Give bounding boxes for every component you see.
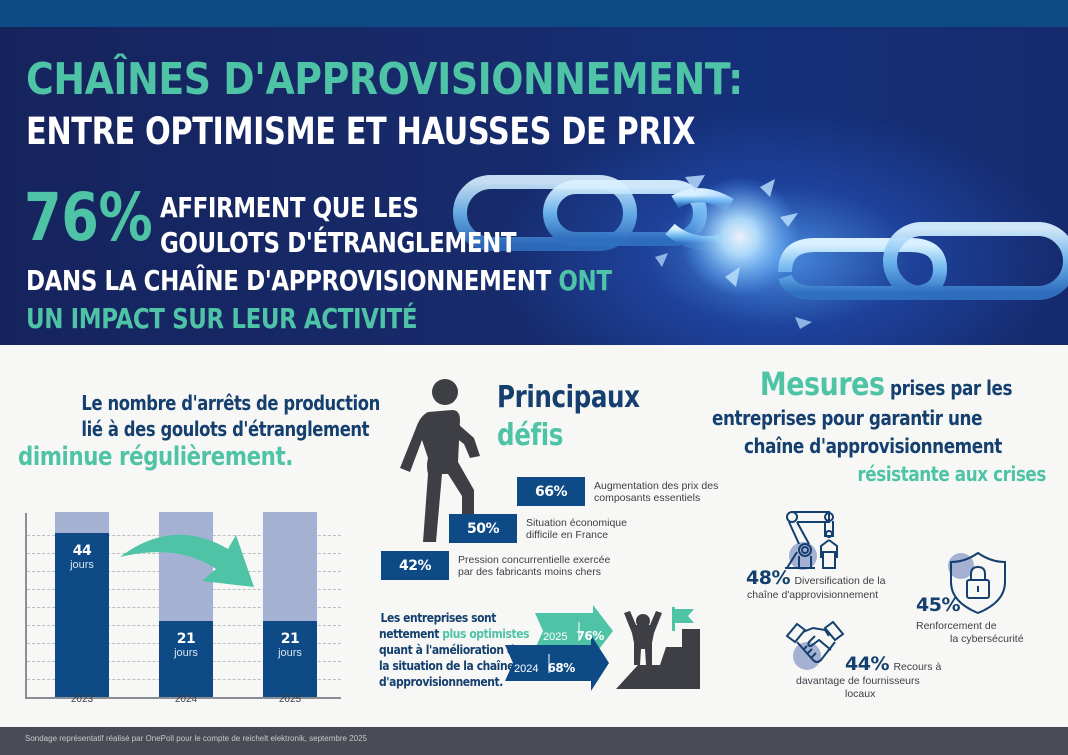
- measure-label: davantage de fournisseurs: [796, 675, 920, 687]
- heading-line: lié à des goulots d'étranglement: [81, 417, 370, 441]
- top-strip: [0, 0, 1068, 27]
- label-line: Situation économique: [526, 516, 627, 529]
- main-title: CHAÎNES D'APPROVISIONNEMENT:: [26, 54, 743, 105]
- measure-value: 48%: [746, 567, 790, 589]
- heading-line: Mesures prises par les: [747, 368, 1026, 404]
- bar-unit: jours: [174, 647, 198, 659]
- bar-2023: 44 jours: [55, 512, 109, 697]
- measure-label: Renforcement de: [916, 620, 997, 632]
- bar-2025: 21 jours: [263, 512, 317, 697]
- broken-chain-icon: [453, 175, 1068, 329]
- x-tick-label: 2024: [174, 694, 198, 705]
- optimism-2025: 2025 76%: [543, 629, 604, 643]
- challenges-title-highlight: défis: [497, 418, 564, 453]
- measure-value: 44%: [845, 653, 889, 675]
- measure-label: locaux: [845, 688, 876, 700]
- bar-fill: 21 jours: [159, 621, 213, 697]
- headline-text-white: DANS LA CHAÎNE D'APPROVISIONNEMENT: [26, 264, 551, 297]
- bar-value: 44: [72, 543, 92, 559]
- measure-label: chaîne d'approvisionnement: [747, 589, 879, 601]
- bar-fill: 21 jours: [263, 621, 317, 697]
- y-axis: [25, 513, 27, 698]
- bar-fill: 44 jours: [55, 533, 109, 697]
- headline-stat-text-1: AFFIRMENT QUE LES: [160, 191, 419, 224]
- production-stops-heading: Le nombre d'arrêts de production lié à d…: [18, 390, 380, 472]
- label-line: par des fabricants moins chers: [458, 565, 601, 578]
- arrow-year: 2024: [514, 663, 539, 675]
- measure-label: Diversification de la: [794, 575, 886, 587]
- label-line: Augmentation des prix des: [594, 479, 719, 492]
- measures-heading: Mesures prises par les entreprises pour …: [712, 368, 1052, 488]
- arrow-value: 68%: [547, 661, 576, 675]
- optimism-arrows: [505, 605, 613, 691]
- challenge-item: 66% Augmentation des prix des composants …: [517, 477, 718, 506]
- challenge-value: 66%: [517, 477, 585, 506]
- measure-item: 44% Recours à: [845, 653, 941, 675]
- hero-banner: CHAÎNES D'APPROVISIONNEMENT: ENTRE OPTIM…: [0, 27, 1068, 345]
- label-line: composants essentiels: [594, 491, 701, 504]
- bar-unit: jours: [278, 647, 302, 659]
- label-line: difficile en France: [526, 528, 609, 541]
- text-line: quant à l'amélioration de: [379, 642, 522, 657]
- label-line: Pression concurrentielle exercée: [458, 553, 611, 566]
- optimism-2024: 2024 68%: [514, 661, 575, 675]
- headline-stat-text-3: DANS LA CHAÎNE D'APPROVISIONNEMENT ONT: [26, 264, 612, 297]
- challenge-item: 50% Situation économique difficile en Fra…: [449, 514, 627, 543]
- heading-line: entreprises pour garantir une: [712, 406, 983, 430]
- walking-person-icon: [400, 379, 480, 542]
- measure-label: la cybersécurité: [950, 633, 1024, 645]
- challenge-label: Situation économique difficile en France: [526, 517, 627, 541]
- text-prefix: nettement: [379, 626, 443, 641]
- text-line: la situation de la chaîne: [379, 658, 515, 673]
- optimism-text: Les entreprises sont nettement plus opti…: [360, 610, 529, 690]
- text-highlight: plus optimistes: [442, 626, 530, 641]
- text-line: d'approvisionnement.: [379, 674, 503, 689]
- headline-stat-value: 76%: [24, 179, 153, 256]
- challenge-value: 50%: [449, 514, 517, 543]
- measure-label: Recours à: [893, 661, 942, 673]
- headline-stat-text-2: GOULOTS D'ÉTRANGLEMENT: [160, 226, 517, 259]
- heading-highlight: résistante aux crises: [857, 462, 1046, 486]
- subtitle: ENTRE OPTIMISME ET HAUSSES DE PRIX: [26, 110, 696, 153]
- heading-line: chaîne d'approvisionnement: [744, 434, 1002, 458]
- heading-highlight: diminue régulièrement.: [18, 442, 293, 472]
- measure-item: 48% Diversification de la: [746, 567, 885, 589]
- challenge-value: 42%: [381, 551, 449, 580]
- challenge-label: Augmentation des prix des composants esse…: [594, 480, 718, 504]
- heading-line: Le nombre d'arrêts de production: [81, 391, 380, 415]
- handshake-icon: [785, 620, 845, 670]
- x-tick-label: 2025: [278, 694, 302, 705]
- headline-text-teal: ONT: [550, 264, 612, 297]
- bar-value: 21: [176, 631, 196, 647]
- robot-arm-icon: [785, 511, 838, 570]
- arrow-value: 76%: [576, 629, 605, 643]
- measure-value: 45%: [916, 594, 960, 616]
- shield-lock-icon: [948, 551, 1006, 615]
- summit-person-flag-icon: [616, 607, 700, 689]
- footer: Sondage représentatif réalisé par OnePol…: [0, 727, 1068, 755]
- arrow-year: 2025: [543, 631, 568, 643]
- challenge-label: Pression concurrentielle exercée par des …: [458, 554, 610, 578]
- bar-value: 21: [280, 631, 300, 647]
- headline-stat-text-4: UN IMPACT SUR LEUR ACTIVITÉ: [26, 302, 418, 335]
- heading-highlight: Mesures: [759, 365, 885, 403]
- x-tick-label: 2023: [70, 694, 94, 705]
- challenge-item: 42% Pression concurrentielle exercée par …: [381, 551, 610, 580]
- bar-unit: jours: [70, 559, 94, 571]
- text-line: Les entreprises sont: [380, 610, 497, 625]
- decrease-arrow-icon: [120, 534, 254, 587]
- heading-text: prises par les: [884, 376, 1013, 400]
- challenges-title: Principaux: [497, 380, 640, 415]
- source-note: Sondage représentatif réalisé par OnePol…: [25, 734, 367, 743]
- x-axis: [25, 697, 341, 699]
- production-stops-chart: 44 jours 21 jours 21 jours 2023 2024 202…: [0, 505, 360, 715]
- text-line: nettement plus optimistes: [379, 626, 529, 642]
